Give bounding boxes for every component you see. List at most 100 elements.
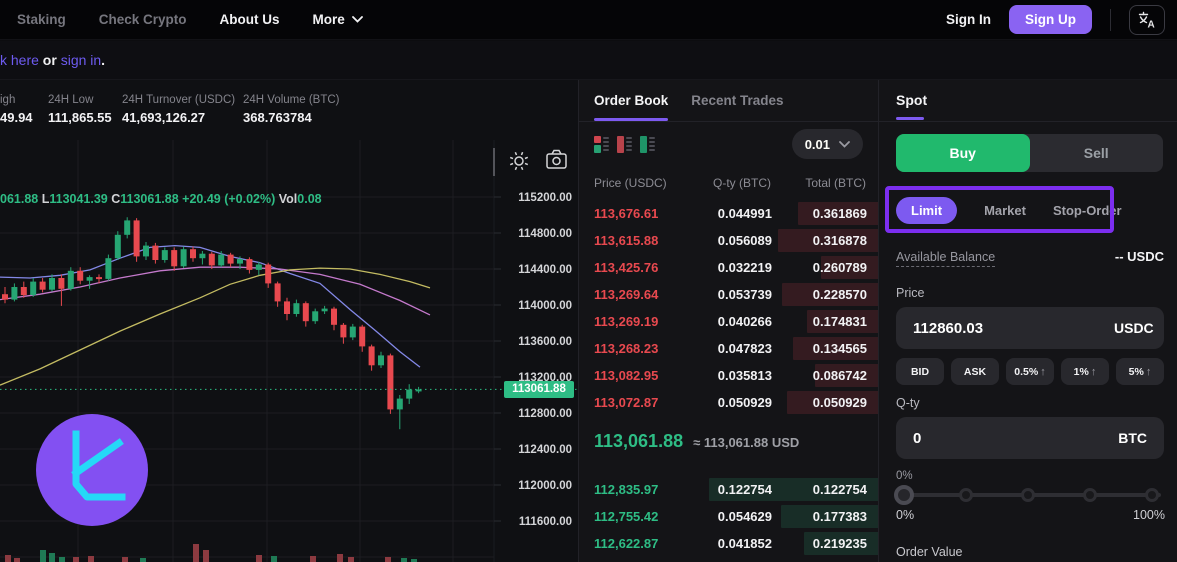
order-qty: 0.041852 bbox=[717, 536, 772, 551]
sign-in-button[interactable]: Sign In bbox=[946, 12, 991, 27]
price-grouping-dropdown[interactable]: 0.01 bbox=[791, 129, 863, 159]
order-qty: 0.035813 bbox=[717, 368, 772, 383]
slider-stop-dot[interactable] bbox=[1083, 488, 1097, 502]
svg-text:A: A bbox=[1148, 19, 1155, 30]
last-traded-price-row[interactable]: 113,061.88 ≈ 113,061.88 USD bbox=[594, 431, 799, 452]
orderbook-column-header: Total (BTC) bbox=[805, 176, 866, 190]
depth-view-asks-icon[interactable] bbox=[617, 135, 634, 153]
quick-button-bid[interactable]: BID bbox=[896, 358, 944, 385]
nav-actions: Sign In Sign Up A bbox=[946, 4, 1177, 35]
order-type-market[interactable]: Market bbox=[984, 203, 1026, 218]
ask-row[interactable]: 113,269.64 0.053739 0.228570 bbox=[579, 281, 879, 308]
order-qty: 0.053739 bbox=[717, 287, 772, 302]
ask-row[interactable]: 113,072.87 0.050929 0.050929 bbox=[579, 389, 879, 416]
orderbook-tabs: Order Book Recent Trades bbox=[579, 80, 878, 122]
stat-item: 24H Turnover (USDC) 41,693,126.27 bbox=[122, 94, 235, 125]
candlestick-chart[interactable]: 115200.00 114800.00 114400.00 114000.00 1136… bbox=[0, 140, 578, 562]
sell-button[interactable]: Sell bbox=[1030, 134, 1164, 172]
top-navbar: Staking Check Crypto About Us More Sign In … bbox=[0, 0, 1177, 40]
tab-spot[interactable]: Spot bbox=[896, 92, 928, 108]
order-total: 0.361869 bbox=[812, 206, 867, 221]
tab-recent-trades[interactable]: Recent Trades bbox=[691, 93, 784, 108]
quick-price-buttons: BID ASK 0.5% ↑ 1% ↑ 5% ↑ bbox=[896, 358, 1164, 385]
ask-row[interactable]: 113,425.76 0.032219 0.260789 bbox=[579, 254, 879, 281]
legend-key: C bbox=[111, 192, 121, 206]
legend-key: L bbox=[41, 192, 50, 206]
slider-stop-dot[interactable] bbox=[1145, 488, 1159, 502]
order-price: 113,268.23 bbox=[594, 341, 659, 356]
price-input[interactable] bbox=[913, 319, 1114, 337]
orderbook-column-header: Price (USDC) bbox=[594, 176, 667, 190]
order-price: 113,269.64 bbox=[594, 287, 659, 302]
chart-snapshot-camera-icon[interactable] bbox=[546, 149, 567, 169]
order-type-stop-order[interactable]: Stop-Order bbox=[1052, 203, 1122, 218]
tab-spot-underline bbox=[896, 117, 924, 120]
stat-item: 24H Volume (BTC) 368.763784 bbox=[243, 94, 340, 125]
stat-value: 49.94 bbox=[0, 110, 33, 125]
sign-up-button[interactable]: Sign Up bbox=[1009, 5, 1092, 34]
slider-stop-dot[interactable] bbox=[959, 488, 973, 502]
tab-order-book[interactable]: Order Book bbox=[594, 80, 669, 121]
qty-field[interactable]: BTC bbox=[896, 417, 1164, 459]
quick-button-5[interactable]: 5% ↑ bbox=[1116, 358, 1164, 385]
available-balance-row: Available Balance -- USDC bbox=[896, 249, 1164, 267]
order-total: 0.260789 bbox=[812, 260, 867, 275]
quantity-percent-slider[interactable] bbox=[894, 485, 1165, 505]
ask-row[interactable]: 113,269.19 0.040266 0.174831 bbox=[579, 308, 879, 335]
quick-button-1[interactable]: 1% ↑ bbox=[1061, 358, 1109, 385]
qty-field-label: Q-ty bbox=[896, 396, 920, 410]
ask-row[interactable]: 113,676.61 0.044991 0.361869 bbox=[579, 200, 879, 227]
depth-view-both-icon[interactable] bbox=[594, 135, 611, 153]
depth-view-bids-icon[interactable] bbox=[640, 135, 657, 153]
ask-row[interactable]: 113,268.23 0.047823 0.134565 bbox=[579, 335, 879, 362]
nav-item-staking[interactable]: Staking bbox=[17, 12, 66, 27]
available-balance-label[interactable]: Available Balance bbox=[896, 250, 996, 267]
bid-row[interactable]: 112,755.42 0.054629 0.177383 bbox=[579, 503, 879, 530]
y-axis-tick-label: 114000.00 bbox=[518, 300, 572, 312]
order-qty: 0.047823 bbox=[717, 341, 772, 356]
ma-fast-line bbox=[0, 244, 421, 368]
price-field-label: Price bbox=[896, 286, 925, 300]
quick-button-ask[interactable]: ASK bbox=[951, 358, 999, 385]
quick-button-label: 5% bbox=[1128, 365, 1144, 378]
nav-item-check-crypto[interactable]: Check Crypto bbox=[99, 12, 187, 27]
banner-link[interactable]: k here bbox=[0, 52, 39, 68]
order-total: 0.219235 bbox=[812, 536, 867, 551]
orderbook-panel: Order Book Recent Trades 0.01 bbox=[578, 80, 879, 562]
nav-item-label: Staking bbox=[17, 12, 66, 27]
bid-row[interactable]: 112,622.87 0.041852 0.219235 bbox=[579, 530, 879, 557]
orderbook-controls: 0.01 bbox=[594, 128, 863, 160]
language-translate-button[interactable]: A bbox=[1129, 4, 1165, 35]
quick-button-05[interactable]: 0.5% ↑ bbox=[1006, 358, 1054, 385]
nav-item-more[interactable]: More bbox=[313, 12, 363, 27]
buy-button[interactable]: Buy bbox=[896, 134, 1030, 172]
chart-settings-gear-icon[interactable] bbox=[509, 151, 529, 171]
order-price: 112,622.87 bbox=[594, 536, 659, 551]
bid-row[interactable]: 112,835.97 0.122754 0.122754 bbox=[579, 476, 879, 503]
legend-value: 113061.88 bbox=[120, 192, 183, 206]
price-field[interactable]: USDC bbox=[896, 307, 1164, 349]
order-price: 113,615.88 bbox=[594, 233, 659, 248]
order-price: 112,755.42 bbox=[594, 509, 659, 524]
order-total: 0.174831 bbox=[812, 314, 867, 329]
slider-handle[interactable] bbox=[894, 485, 914, 505]
ask-row[interactable]: 113,615.88 0.056089 0.316878 bbox=[579, 227, 879, 254]
quick-button-label: 1% bbox=[1073, 365, 1089, 378]
main-content: igh 49.94 24H Low 111,865.55 24H Turnover (U… bbox=[0, 80, 1177, 562]
order-type-limit[interactable]: Limit bbox=[896, 197, 958, 224]
banner-link[interactable]: sign in bbox=[60, 52, 102, 68]
legend-value: 0.08 bbox=[297, 192, 322, 206]
last-price-fiat-equivalent: ≈ 113,061.88 USD bbox=[693, 435, 800, 450]
qty-input[interactable] bbox=[913, 429, 1119, 447]
quick-button-label: BID bbox=[910, 365, 930, 378]
depth-bar bbox=[793, 337, 879, 360]
depth-bar bbox=[709, 478, 879, 501]
ask-row[interactable]: 113,082.95 0.035813 0.086742 bbox=[579, 362, 879, 389]
slider-stop-dot[interactable] bbox=[1021, 488, 1035, 502]
nav-item-about-us[interactable]: About Us bbox=[220, 12, 280, 27]
order-type-tabs: Limit Market Stop-Order bbox=[896, 197, 1122, 224]
order-total: 0.316878 bbox=[812, 233, 867, 248]
stat-label: 24H Low bbox=[48, 94, 94, 106]
depth-bar bbox=[787, 391, 879, 414]
order-total: 0.050929 bbox=[812, 395, 867, 410]
